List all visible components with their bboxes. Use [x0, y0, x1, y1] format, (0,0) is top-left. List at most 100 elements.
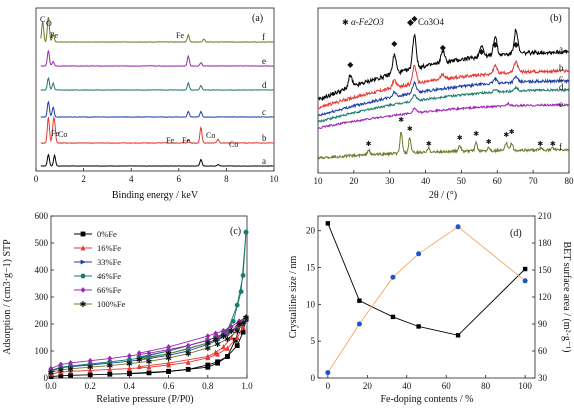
panel-d-ylabel: Crystalline size / nm: [288, 256, 299, 339]
panel-c-point: ✱: [204, 339, 211, 348]
panel-d-size-point: [416, 324, 421, 329]
panel-b-fe2o3-marker: ✱: [486, 138, 492, 146]
panel-d-xlabel: Fe-doping contents / %: [380, 394, 473, 405]
panel-c-point: ✱: [136, 356, 143, 365]
panel-c-point: ✱: [214, 340, 221, 349]
panel-c-point: [127, 352, 132, 359]
panel-a-annotation: Fe: [51, 129, 59, 138]
panel-c-xtick-label: 0.4: [124, 381, 136, 391]
panel-c-point: [58, 361, 64, 368]
panel-d-bet-point: [325, 370, 331, 376]
panel-c-point: [234, 323, 240, 330]
panel-b-curve-b: [317, 60, 570, 110]
panel-c-point: [107, 355, 113, 362]
panel-c-point: [205, 333, 211, 340]
panel-c-point: [240, 329, 246, 335]
panel-c-ytick-label: 500: [35, 238, 49, 248]
panel-c-xtick-label: 0.6: [163, 381, 175, 391]
panel-d-y2tick-label: 180: [538, 238, 552, 248]
panel-b-curve-a: [318, 28, 569, 102]
panel-a-annotation: Co: [229, 140, 238, 149]
panel-b-curves: [317, 28, 570, 161]
panel-a-xtick-label: 6: [177, 174, 182, 184]
panel-a-annotation: O: [46, 19, 52, 28]
panel-d-y2label: BET surface area / (m²·g⁻¹): [561, 241, 572, 352]
panel-a-annotation: C: [40, 15, 45, 24]
panel-a-xtick-label: 10: [270, 174, 280, 184]
panel-c-ytick-label: 600: [35, 211, 49, 221]
panel-c-point: ✱: [224, 335, 231, 344]
panel-b-legend: ✱ α-Fe2O3 ◆ Co3O4: [342, 17, 445, 27]
panel-c-point: ✱: [240, 319, 247, 328]
panel-c-legend-marker: [80, 231, 86, 237]
panel-d-xtick-label: 80: [481, 381, 491, 391]
panel-c-point: [240, 273, 246, 278]
panel-c-point: [87, 367, 93, 373]
panel-c-xlabel: Relative pressure (P/P0): [96, 394, 193, 405]
panel-d-xtick-label: 100: [518, 381, 532, 391]
panel-b-xtick-label: 40: [421, 176, 431, 186]
panel-c-label: (c): [230, 226, 241, 237]
panel-c-point: [215, 360, 220, 366]
panel-c-point: ✱: [236, 320, 243, 329]
panel-b-xtick-label: 50: [457, 176, 467, 186]
panel-a-xlabel: Binding energy / keV: [112, 190, 199, 201]
panel-b-curve-label-a: a: [559, 44, 563, 54]
panel-c-point: [243, 314, 249, 321]
panel-c-point: ✱: [48, 369, 55, 378]
panel-a-label: (a): [252, 13, 263, 24]
panel-a-curves: [40, 16, 274, 167]
panel-c-legend-marker: [80, 245, 86, 251]
panel-c-legend: 0%Fe 16%Fe 33%Fe 46%Fe 66%Fe ✱ 100%Fe: [74, 229, 126, 309]
panel-c-point: [58, 373, 64, 379]
panel-c-point: ✱: [185, 350, 192, 359]
panel-a-curve-e: [40, 50, 274, 67]
panel-b-frame: [317, 7, 570, 174]
panel-c-point: [228, 323, 234, 330]
panel-c-legend-marker: [80, 287, 86, 293]
panel-d-size-line: [327, 223, 526, 336]
panel-c-curve-des-5: [139, 316, 247, 361]
panel-a-curve-a: [40, 153, 274, 167]
panel-d-curves: [325, 221, 528, 376]
panel-c-point: ✱: [57, 366, 64, 375]
panel-d-ytick-label: 15: [306, 263, 316, 273]
panel-d: 0 20 40 60 80 100 0 5 10 15 20 30 60 90 120 150 180 210 (…: [288, 211, 572, 405]
panel-d-bet-point: [356, 321, 362, 327]
panel-a-curve-label-d: d: [262, 80, 267, 90]
panel-c-point: [185, 342, 191, 349]
panel-d-size-point: [455, 333, 461, 338]
panel-b-xtick-label: 70: [529, 176, 539, 186]
panel-d-xtick-label: 0: [326, 381, 331, 391]
panel-c-point: [205, 353, 211, 359]
panel-a-curve-f: [40, 16, 274, 43]
panel-b-xlabel: 2θ / (°): [429, 190, 457, 201]
panel-d-y2tick-label: 120: [538, 292, 552, 302]
panel-c-point: [136, 350, 142, 357]
panel-c-legend-label: 33%Fe: [97, 257, 121, 267]
panel-a-annotation: Fe: [182, 136, 190, 145]
panel-a-curve-label-a: a: [262, 156, 266, 166]
panel-c-point: [146, 364, 152, 370]
panel-a-annotation: Fe: [176, 31, 184, 40]
panel-b: 10 20 30 40 50 60 70 80 (b) 2θ / (°) ✱ α-Fe2O3 ◆ C…: [314, 7, 574, 201]
panel-b-xtick-label: 10: [314, 176, 324, 186]
panel-d-size-point: [325, 221, 331, 226]
panel-c-point: [126, 357, 132, 363]
panel-d-label: (d): [510, 228, 522, 239]
panel-c-point: [107, 359, 113, 365]
panel-c-legend-label: 46%Fe: [97, 271, 121, 281]
panel-c-point: ✱: [126, 360, 133, 369]
panel-c-ytick-label: 300: [35, 292, 49, 302]
panel-c-point: [127, 365, 132, 371]
panel-b-co3o4-marker: ◆: [478, 47, 485, 56]
panel-c-point: [87, 361, 93, 367]
panel-c-point: [136, 363, 142, 370]
panel-c-point: [87, 372, 93, 378]
panel-b-fe2o3-marker: ✱: [426, 140, 432, 148]
panel-c-point: [234, 343, 240, 348]
panel-c-point: [146, 370, 152, 376]
panel-a-x-axis: 0 2 4 6 8 10: [34, 168, 279, 184]
